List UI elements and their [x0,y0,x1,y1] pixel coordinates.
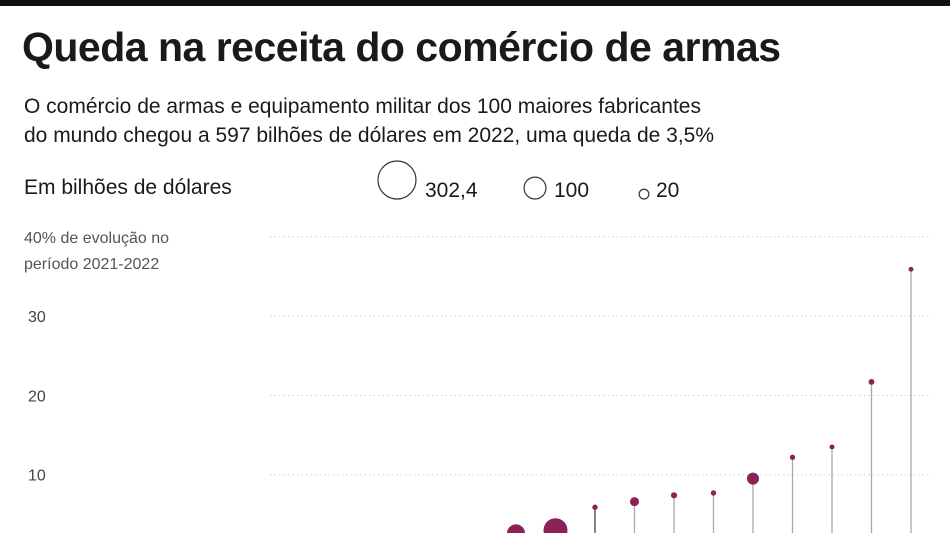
data-point [543,518,568,533]
data-point [908,266,914,272]
data-point [747,472,759,485]
chart-title: Queda na receita do comércio de armas [22,24,781,70]
top-bar [0,0,950,6]
unit-label: Em bilhões de dólares [24,176,232,199]
data-point [789,454,796,460]
subtitle-line-2: do mundo chegou a 597 bilhões de dólares… [24,124,715,147]
legend-circle [523,176,547,200]
y-tick-label: 30 [28,309,46,326]
data-point [670,492,678,499]
data-point [592,504,598,510]
subtitle-line-1: O comércio de armas e equipamento milita… [24,95,701,118]
data-point [629,497,640,507]
data-point [868,379,875,385]
chart-subtitle: O comércio de armas e equipamento milita… [24,92,924,150]
y-tick-label: 20 [28,388,46,405]
legend-label-medium: 100 [554,179,590,202]
legend-circle [377,160,417,200]
data-point [710,490,717,496]
data-point [829,444,835,450]
y-tick-label: 10 [28,468,46,485]
y-axis-label-line-1: 40% de evolução no [24,230,169,247]
y-axis-label-line-2: período 2021-2022 [24,256,160,273]
legend-label-small: 20 [656,179,680,202]
legend-circle [638,188,650,200]
data-point [507,524,525,533]
legend-label-large: 302,4 [425,179,478,202]
y-axis-label: 40% de evolução no período 2021-2022 [24,226,169,278]
